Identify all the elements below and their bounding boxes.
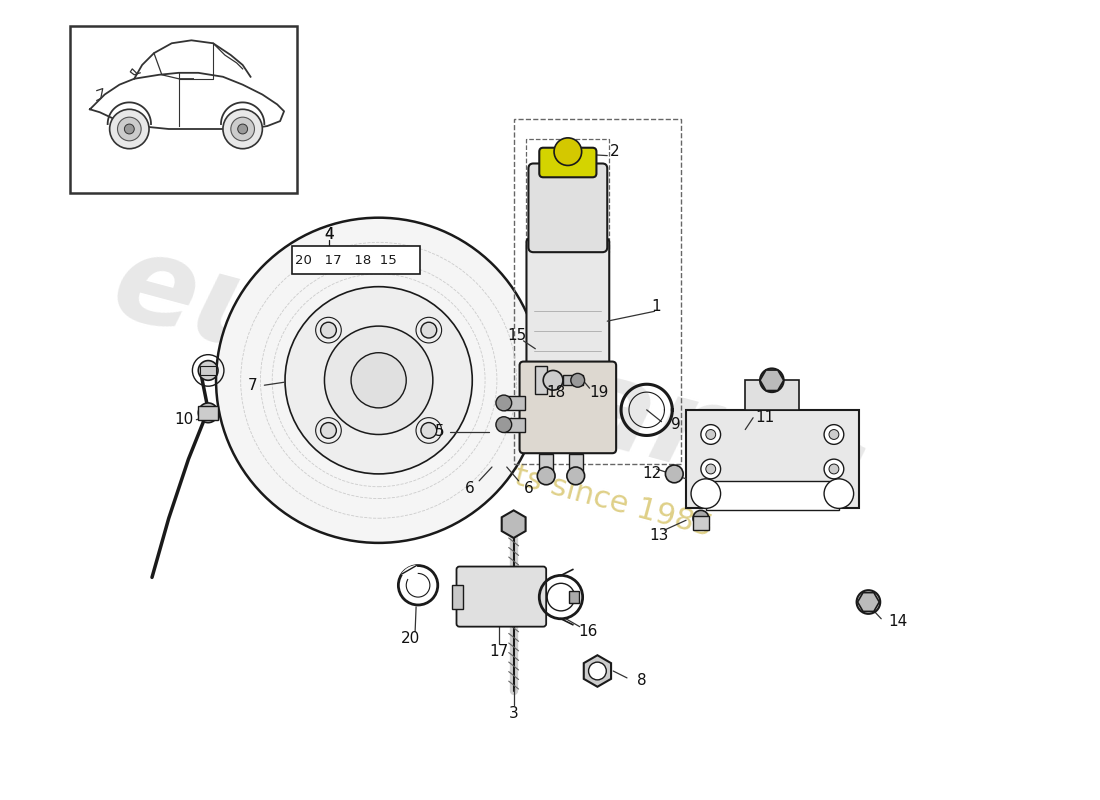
Bar	[514, 119, 681, 464]
Circle shape	[351, 353, 406, 408]
Circle shape	[223, 110, 263, 149]
Circle shape	[693, 510, 708, 526]
Text: 10: 10	[174, 412, 194, 427]
Circle shape	[701, 459, 721, 479]
Text: 6: 6	[524, 481, 534, 496]
Text: 1: 1	[651, 299, 661, 314]
Circle shape	[760, 369, 783, 392]
Text: 14: 14	[889, 614, 908, 630]
Circle shape	[118, 117, 141, 141]
Circle shape	[496, 395, 512, 411]
Circle shape	[554, 138, 582, 166]
Circle shape	[324, 326, 432, 434]
Wedge shape	[402, 566, 418, 586]
Circle shape	[320, 322, 337, 338]
Circle shape	[238, 124, 248, 134]
Circle shape	[216, 218, 541, 543]
Text: a passion for parts since 1985: a passion for parts since 1985	[263, 395, 715, 542]
Bar	[539, 454, 553, 474]
Circle shape	[421, 322, 437, 338]
Text: 4: 4	[324, 227, 334, 242]
Text: 7: 7	[248, 378, 257, 393]
Circle shape	[691, 479, 720, 508]
Text: 20: 20	[400, 631, 420, 646]
Circle shape	[706, 464, 716, 474]
Text: 11: 11	[756, 410, 774, 426]
Bar	[198, 406, 218, 420]
Text: 2: 2	[610, 144, 620, 159]
Circle shape	[824, 479, 854, 508]
Text: 13: 13	[649, 529, 668, 543]
Circle shape	[829, 464, 839, 474]
Bar	[504, 396, 526, 410]
Bar	[292, 246, 420, 274]
Bar	[200, 366, 216, 375]
Bar	[563, 375, 583, 386]
Bar	[527, 139, 609, 252]
Circle shape	[666, 465, 683, 482]
Circle shape	[537, 467, 556, 485]
Bar	[504, 418, 526, 431]
Circle shape	[566, 467, 584, 485]
Circle shape	[543, 370, 563, 390]
FancyBboxPatch shape	[519, 362, 616, 454]
Circle shape	[824, 459, 844, 479]
Bar	[452, 586, 463, 609]
Circle shape	[198, 361, 218, 380]
Circle shape	[706, 430, 716, 439]
Text: 15: 15	[507, 329, 526, 343]
Text: 18: 18	[547, 385, 565, 400]
FancyBboxPatch shape	[539, 148, 596, 178]
Bar	[745, 380, 800, 410]
Circle shape	[571, 374, 584, 387]
Circle shape	[320, 422, 337, 438]
Text: 20   17   18  15: 20 17 18 15	[295, 254, 397, 266]
FancyBboxPatch shape	[527, 238, 609, 374]
Text: eurospares: eurospares	[101, 224, 878, 537]
Bar	[706, 481, 839, 510]
Text: 12: 12	[642, 466, 661, 482]
Text: 6: 6	[464, 481, 474, 496]
Bar	[693, 516, 708, 530]
FancyBboxPatch shape	[528, 163, 607, 252]
Bar	[569, 454, 583, 474]
Circle shape	[124, 124, 134, 134]
Circle shape	[701, 425, 721, 444]
Circle shape	[421, 422, 437, 438]
Text: 16: 16	[578, 624, 597, 639]
FancyBboxPatch shape	[456, 566, 547, 626]
Text: 19: 19	[590, 385, 609, 400]
Circle shape	[496, 417, 512, 433]
Circle shape	[857, 590, 880, 614]
Circle shape	[110, 110, 148, 149]
Bar	[569, 591, 579, 603]
Text: 3: 3	[509, 706, 518, 721]
Circle shape	[285, 286, 472, 474]
Circle shape	[829, 430, 839, 439]
Text: 5: 5	[434, 424, 444, 439]
Circle shape	[231, 117, 254, 141]
Text: 17: 17	[490, 644, 508, 658]
Bar	[70, 26, 297, 193]
Text: 9: 9	[671, 417, 681, 432]
Text: 4: 4	[324, 227, 334, 242]
Circle shape	[198, 403, 218, 422]
Circle shape	[588, 662, 606, 680]
Bar	[686, 410, 859, 508]
Circle shape	[824, 425, 844, 444]
Bar	[536, 366, 547, 394]
Text: 8: 8	[637, 674, 647, 688]
